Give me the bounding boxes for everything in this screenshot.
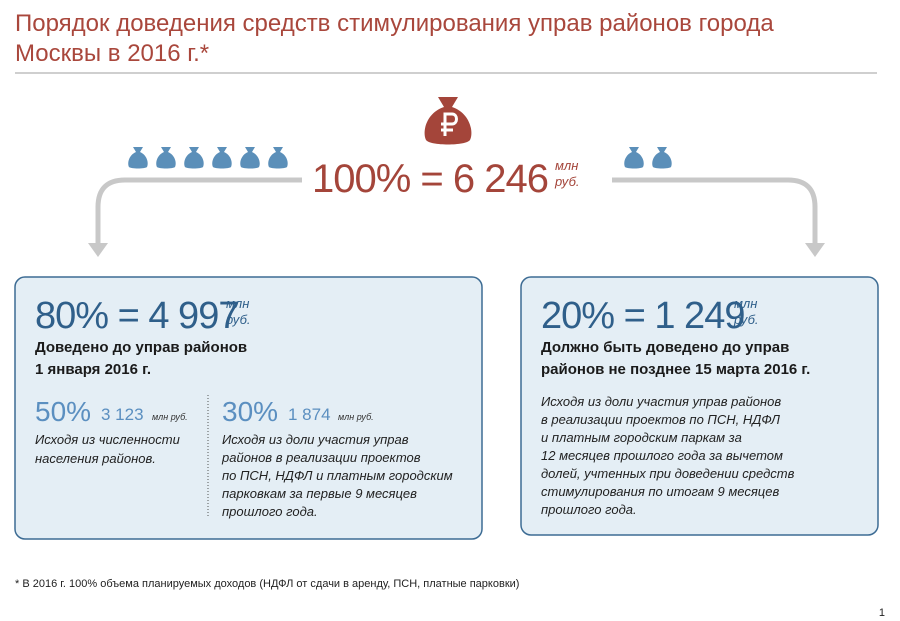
right-heading: районов не позднее 15 марта 2016 г. <box>541 361 810 378</box>
part-unit: млн руб. <box>152 412 188 422</box>
page-number: 1 <box>879 607 885 619</box>
footnote: * В 2016 г. 100% объема планируемых дохо… <box>15 578 519 590</box>
left-box <box>14 276 483 540</box>
part-note: прошлого года. <box>222 504 318 519</box>
right-amount: 20% = 1 249 <box>541 295 744 337</box>
right-note: долей, учтенных при доведении средств <box>541 466 795 481</box>
bag-icon <box>212 147 232 169</box>
title-line: Москвы в 2016 г.* <box>15 40 209 67</box>
bag-icon <box>268 147 288 169</box>
arrow-right <box>612 177 818 245</box>
part-note: по ПСН, НДФЛ и платным городским <box>222 468 453 483</box>
bag-icon <box>624 147 644 169</box>
right-box <box>520 276 879 536</box>
left-unit: млн <box>226 296 249 311</box>
bag-icon <box>156 147 176 169</box>
left-amount: 80% = 4 997 <box>35 295 238 337</box>
arrow-head <box>805 243 825 257</box>
part-note: районов в реализации проектов <box>221 450 421 465</box>
right-unit: руб. <box>733 312 759 327</box>
total-unit: руб. <box>554 174 580 189</box>
right-note: в реализации проектов по ПСН, НДФЛ <box>541 412 780 427</box>
right-note: прошлого года. <box>541 502 637 517</box>
left-heading: Доведено до управ районов <box>35 339 247 356</box>
right-unit: млн <box>734 296 757 311</box>
total-unit: млн <box>555 158 578 173</box>
arrow-head <box>88 243 108 257</box>
part-amount: 3 123 <box>101 405 144 424</box>
left-unit: руб. <box>225 312 251 327</box>
part-unit: млн руб. <box>338 412 374 422</box>
part-percent: 50% <box>35 396 91 427</box>
left-heading: 1 января 2016 г. <box>35 361 151 378</box>
part-note: населения районов. <box>35 451 156 466</box>
right-heading: Должно быть доведено до управ <box>541 339 789 356</box>
part-note: Исходя из численности <box>35 432 180 447</box>
title-line: Порядок доведения средств стимулирования… <box>15 10 774 37</box>
right-note: Исходя из доли участия управ районов <box>541 394 781 409</box>
bag-icon <box>128 147 148 169</box>
arrow-left <box>95 177 302 245</box>
part-note: Исходя из доли участия управ <box>222 432 409 447</box>
bag-icon <box>184 147 204 169</box>
total-amount: 100% = 6 246 <box>312 157 548 201</box>
right-note: и платным городским паркам за <box>541 430 742 445</box>
right-note: 12 месяцев прошлого года за вычетом <box>541 448 783 463</box>
right-note: стимулирования по итогам 9 месяцев <box>541 484 779 499</box>
big-bag-icon <box>424 97 472 145</box>
part-note: парковкам за первые 9 месяцев <box>222 486 417 501</box>
bag-icon <box>652 147 672 169</box>
part-amount: 1 874 <box>288 405 331 424</box>
part-percent: 30% <box>222 396 278 427</box>
arrows <box>95 177 818 245</box>
bag-icon <box>240 147 260 169</box>
